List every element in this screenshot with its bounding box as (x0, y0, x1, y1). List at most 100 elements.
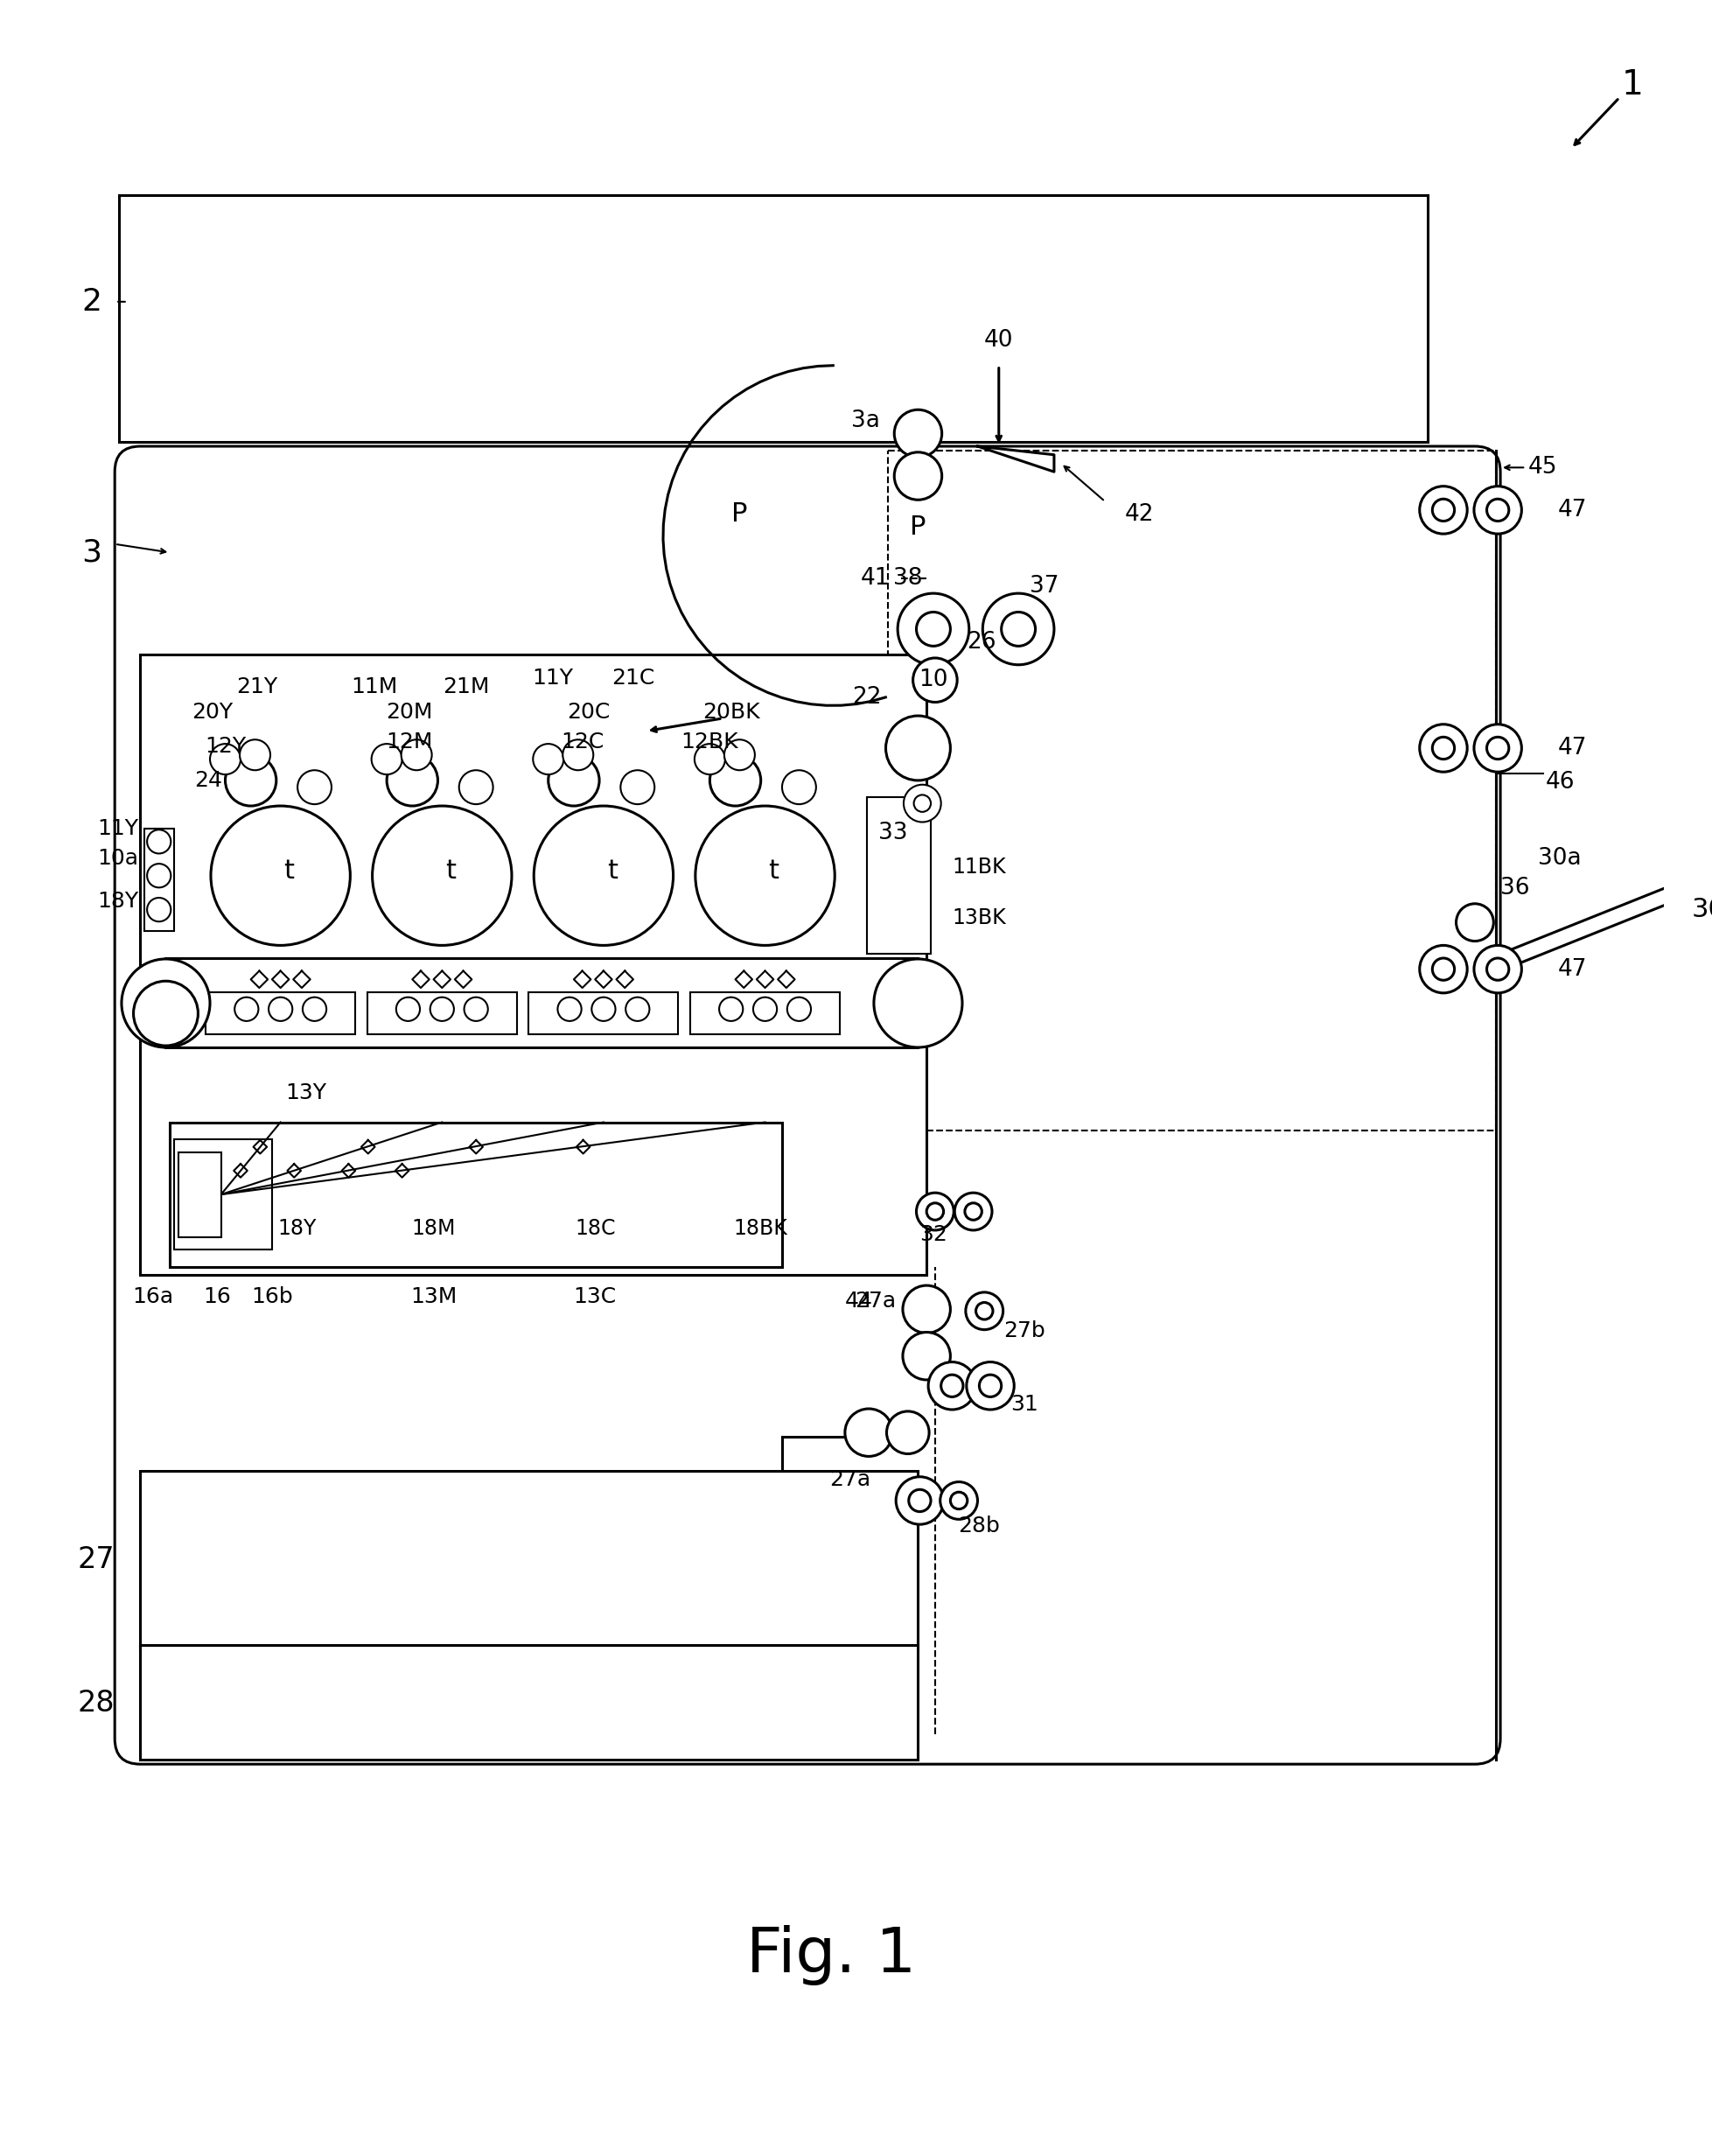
Text: 32: 32 (919, 1225, 947, 1244)
Circle shape (1433, 498, 1455, 522)
Bar (120, 196, 1428, 442)
Circle shape (955, 1192, 991, 1231)
Circle shape (983, 593, 1055, 664)
Circle shape (122, 959, 211, 1048)
Text: 21Y: 21Y (236, 677, 277, 696)
Text: 20BK: 20BK (702, 703, 760, 722)
Circle shape (1002, 612, 1036, 647)
Circle shape (1433, 957, 1455, 981)
Circle shape (928, 1363, 976, 1410)
Text: 16: 16 (202, 1285, 231, 1307)
Text: P: P (911, 515, 926, 539)
Circle shape (719, 998, 743, 1022)
Text: 47: 47 (1558, 737, 1587, 759)
Text: 18Y: 18Y (277, 1218, 317, 1240)
Text: 21M: 21M (442, 677, 490, 696)
Circle shape (940, 1481, 978, 1520)
Text: 21C: 21C (611, 668, 654, 690)
Text: 38: 38 (894, 567, 923, 589)
Circle shape (395, 998, 419, 1022)
Circle shape (710, 755, 760, 806)
Circle shape (147, 865, 171, 888)
Circle shape (625, 998, 649, 1022)
Circle shape (532, 744, 563, 774)
Text: 30: 30 (1691, 897, 1712, 923)
Text: 10a: 10a (98, 847, 139, 869)
Circle shape (846, 1408, 892, 1455)
Text: 16b: 16b (252, 1285, 293, 1307)
Bar (690, 992, 841, 1035)
Text: 20C: 20C (567, 703, 609, 722)
Text: 47: 47 (1558, 957, 1587, 981)
Circle shape (269, 998, 293, 1022)
Circle shape (894, 453, 942, 500)
Text: 11BK: 11BK (952, 856, 1007, 877)
Text: 27a: 27a (829, 1468, 871, 1490)
Text: 24: 24 (193, 770, 223, 791)
Text: t: t (606, 858, 618, 884)
Circle shape (912, 658, 957, 703)
Circle shape (966, 1203, 981, 1220)
Text: 37: 37 (1029, 576, 1058, 597)
Text: 1: 1 (1621, 69, 1644, 101)
Text: 12BK: 12BK (681, 731, 738, 752)
Text: 26: 26 (967, 630, 996, 653)
Text: 41: 41 (861, 567, 890, 589)
Circle shape (1433, 737, 1455, 759)
Bar (205, 992, 356, 1035)
Text: 27: 27 (77, 1546, 115, 1574)
Bar (866, 798, 931, 953)
Circle shape (372, 744, 402, 774)
Circle shape (592, 998, 615, 1022)
Text: 13M: 13M (411, 1285, 457, 1307)
Circle shape (909, 1490, 931, 1511)
Text: 20M: 20M (387, 703, 433, 722)
Circle shape (1457, 903, 1493, 942)
Text: 2: 2 (82, 287, 103, 317)
Circle shape (788, 998, 811, 1022)
Bar (368, 992, 517, 1035)
Text: 18Y: 18Y (98, 890, 139, 912)
Bar (529, 992, 678, 1035)
Text: 12M: 12M (387, 731, 433, 752)
Text: 28: 28 (77, 1688, 115, 1718)
Bar (178, 1151, 221, 1238)
Circle shape (372, 806, 512, 944)
Text: 16a: 16a (132, 1285, 173, 1307)
Circle shape (916, 612, 950, 647)
Circle shape (534, 806, 673, 944)
Circle shape (464, 998, 488, 1022)
Circle shape (563, 740, 594, 770)
Text: 45: 45 (1529, 457, 1558, 479)
Circle shape (211, 806, 351, 944)
Text: 27b: 27b (1003, 1319, 1046, 1341)
Bar (169, 1123, 782, 1268)
Text: 18M: 18M (411, 1218, 455, 1240)
Circle shape (1486, 957, 1508, 981)
Text: 46: 46 (1546, 770, 1575, 793)
Text: 27a: 27a (854, 1289, 895, 1311)
Text: 3a: 3a (851, 410, 880, 431)
Text: 22: 22 (853, 686, 882, 709)
Text: t: t (445, 858, 455, 884)
Circle shape (916, 1192, 954, 1231)
Circle shape (147, 897, 171, 921)
Bar (140, 1645, 918, 1759)
Text: 31: 31 (1010, 1395, 1037, 1414)
Text: Fig. 1: Fig. 1 (746, 1925, 916, 1986)
Text: 3: 3 (82, 537, 103, 567)
Circle shape (724, 740, 755, 770)
Circle shape (966, 1291, 1003, 1330)
Circle shape (459, 770, 493, 804)
Text: 13Y: 13Y (286, 1082, 327, 1104)
Text: t: t (284, 858, 294, 884)
Circle shape (753, 998, 777, 1022)
Circle shape (1474, 944, 1522, 994)
Text: 30a: 30a (1537, 847, 1582, 871)
Circle shape (1486, 498, 1508, 522)
Text: t: t (769, 858, 779, 884)
Text: 11Y: 11Y (98, 819, 139, 839)
Circle shape (401, 740, 431, 770)
Text: 20Y: 20Y (192, 703, 233, 722)
Circle shape (979, 1376, 1002, 1397)
